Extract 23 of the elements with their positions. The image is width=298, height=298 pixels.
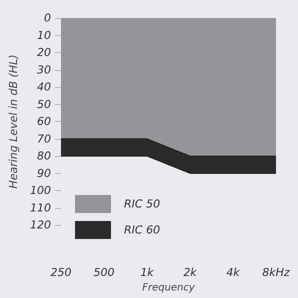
x-tick-label: 250 [50, 266, 72, 280]
y-tick-label: 10 [37, 28, 51, 42]
y-tick-label: 0 [44, 12, 51, 24]
y-tick-label: 40 [37, 80, 51, 94]
legend-label: RIC 60 [124, 224, 160, 236]
y-tick-label: 100 [30, 184, 51, 198]
x-tick-label: 2k [183, 266, 198, 280]
y-tick-label: 80 [37, 150, 51, 163]
x-tick-label: 4k [226, 266, 240, 280]
x-tick-label: 500 [94, 266, 114, 280]
y-tick-label: 110 [30, 201, 51, 214]
x-axis-title: Frequency [142, 282, 196, 294]
y-axis-title: Hearing Level in dB (HL) [7, 54, 20, 189]
legend-label: RIC 50 [124, 198, 160, 210]
y-tick-label: 70 [37, 132, 51, 146]
y-tick-label: 20 [37, 46, 51, 60]
y-tick-label: 120 [30, 218, 51, 232]
y-tick-label: 50 [37, 98, 51, 111]
y-tick-label: 60 [37, 115, 51, 128]
x-tick-label: 1k [140, 266, 154, 280]
y-tick-label: 90 [37, 166, 51, 180]
x-tick-label: 8kHz [262, 266, 290, 280]
y-tick-label: 30 [37, 63, 51, 76]
